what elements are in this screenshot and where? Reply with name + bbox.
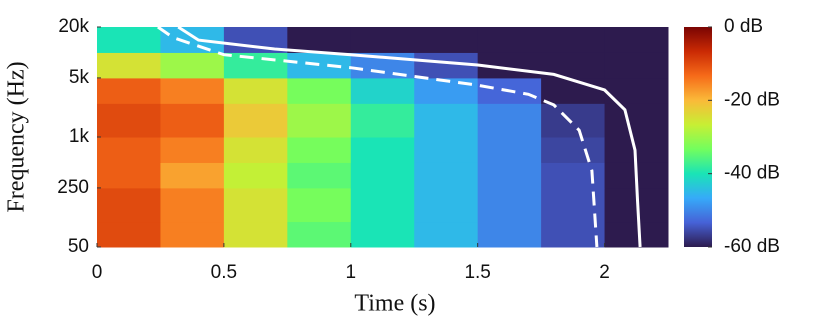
colorbar-tick-label: 0 dB — [724, 16, 763, 37]
heat-cell — [350, 221, 415, 248]
heat-cell — [223, 77, 288, 104]
heat-cell — [97, 162, 161, 189]
x-tick-label: 0.5 — [211, 262, 237, 283]
y-axis-label: Frequency (Hz) — [4, 61, 30, 212]
heat-cell — [414, 137, 479, 163]
x-tick-label: 2 — [599, 262, 610, 283]
heat-cell — [160, 137, 225, 163]
y-tick-label: 5k — [69, 67, 90, 88]
heat-cell — [414, 187, 479, 223]
curve — [157, 25, 599, 248]
heat-cell — [477, 162, 542, 189]
heat-cell — [604, 27, 669, 53]
heat-cell — [350, 137, 415, 163]
heat-cell — [477, 27, 542, 53]
heat-cell — [477, 137, 542, 163]
heat-cell — [350, 77, 415, 104]
heat-cell — [287, 187, 352, 223]
heat-cell — [160, 221, 225, 248]
heat-cell — [541, 27, 606, 53]
heat-cell — [350, 162, 415, 189]
x-tick-label: 0 — [92, 262, 103, 283]
heat-cell — [541, 77, 606, 104]
heat-cell — [287, 27, 352, 53]
heat-cell — [541, 103, 606, 138]
heat-cell — [287, 162, 352, 189]
heat-cell — [160, 103, 225, 138]
curve — [177, 25, 642, 248]
x-axis-label: Time (s) — [354, 291, 435, 317]
heat-cell — [223, 162, 288, 189]
heat-cell — [477, 221, 542, 248]
x-tick-label: 1.5 — [464, 262, 490, 283]
heat-cell — [160, 27, 225, 53]
heat-cell — [160, 162, 225, 189]
heat-cell — [97, 77, 161, 104]
heat-cell — [223, 221, 288, 248]
heat-cell — [223, 103, 288, 138]
heat-cell — [160, 77, 225, 104]
heat-cell — [97, 27, 161, 53]
heat-cell — [414, 221, 479, 248]
heat-cell — [97, 187, 161, 223]
heat-cell — [604, 52, 669, 79]
heat-cell — [350, 187, 415, 223]
heat-cell — [541, 137, 606, 163]
heat-cell — [414, 103, 479, 138]
colorbar-tick-label: -60 dB — [724, 236, 780, 257]
heat-cell — [223, 137, 288, 163]
heat-cell — [160, 52, 225, 79]
heat-cell — [477, 187, 542, 223]
heat-cell — [223, 187, 288, 223]
heat-cell — [97, 221, 161, 248]
heat-cell — [604, 103, 669, 138]
heat-cell — [287, 52, 352, 79]
heat-cell — [97, 103, 161, 138]
heat-cell — [350, 27, 415, 53]
heat-cell — [414, 27, 479, 53]
colorbar-tick-label: -40 dB — [724, 163, 780, 184]
heat-cell — [414, 162, 479, 189]
heat-cell — [350, 103, 415, 138]
y-tick-label: 50 — [68, 236, 89, 257]
colorbar-tick-label: -20 dB — [724, 89, 780, 110]
y-tick-label: 250 — [57, 177, 89, 198]
heat-cell — [97, 137, 161, 163]
heat-cell — [287, 103, 352, 138]
heat-cell — [287, 221, 352, 248]
heat-cell — [287, 77, 352, 104]
y-tick-label: 1k — [69, 126, 90, 147]
x-tick-label: 1 — [345, 262, 356, 283]
heat-cell — [287, 137, 352, 163]
heat-cell — [160, 187, 225, 223]
colorbar — [684, 27, 712, 247]
heat-cell — [97, 52, 161, 79]
heat-cell — [604, 221, 669, 248]
heat-cell — [223, 52, 288, 79]
heat-cell — [541, 162, 606, 189]
heat-cell — [477, 103, 542, 138]
y-tick-label: 20k — [58, 16, 89, 37]
